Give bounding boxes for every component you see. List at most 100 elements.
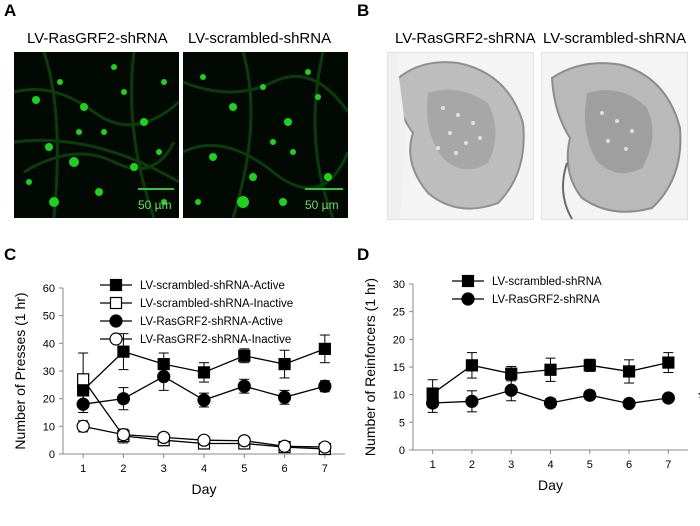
chart-c-data-point xyxy=(77,373,90,386)
chart-d-data-point xyxy=(662,356,675,369)
chart-c-data-point xyxy=(197,366,211,379)
chart-c-legend-entry: LV-RasGRF2-shRNA-Inactive xyxy=(100,332,291,346)
chart-d-x-axis-title: Day xyxy=(538,477,563,493)
chart-d-y-tick-label: 10 xyxy=(393,390,405,402)
chart-c-data-point xyxy=(157,369,171,384)
chart-d-data-point xyxy=(426,396,440,410)
chart-c-data-point xyxy=(197,433,211,447)
panel-label-c: C xyxy=(4,245,17,264)
panel-b-left-title: LV-RasGRF2-shRNA xyxy=(395,30,536,47)
chart-d-data-point xyxy=(583,359,596,372)
chart-c-x-tick-label: 6 xyxy=(282,463,288,475)
chart-c-data-point xyxy=(238,349,251,362)
scale-bar-left xyxy=(138,188,174,190)
chart-d-y-axis-title: Number of Reinforcers (1 hr) xyxy=(362,278,378,456)
chart-c-y-tick-label: 60 xyxy=(43,283,55,295)
chart-d-x-tick-label: 5 xyxy=(587,459,593,471)
chart-d-x-tick-label: 3 xyxy=(508,459,514,471)
chart-c-data-point xyxy=(318,379,332,393)
chart-d-y-tick-label: 20 xyxy=(393,334,405,346)
chart-c-data-point xyxy=(277,439,292,453)
panel-a-left-title: LV-RasGRF2-shRNA xyxy=(27,30,168,47)
chart-d-legend-label: LV-RasGRF2-shRNA xyxy=(492,294,600,306)
chart-c-y-tick-label: 40 xyxy=(43,338,55,350)
chart-c-legend-marker xyxy=(109,296,123,310)
chart-c-y-axis-title: Number of Presses (1 hr) xyxy=(12,292,28,449)
chart-d-x-tick-label: 6 xyxy=(626,459,632,471)
brain-slice-left-drawing xyxy=(388,53,525,219)
chart-c-presses: 0 10 20 30 40 50 60 1 2 3 4 5 6 7 Day Number of Presses… xyxy=(12,278,345,497)
chart-c-y-tick-label: 0 xyxy=(49,449,55,461)
chart-c-data-point xyxy=(237,434,251,448)
chart-d-data-point xyxy=(622,396,636,411)
panel-label-a: A xyxy=(4,1,17,20)
chart-c-legend-label: LV-RasGRF2-shRNA-Inactive xyxy=(140,334,291,346)
chart-d-legend-entry: LV-RasGRF2-shRNA xyxy=(452,292,600,306)
chart-d-data-point xyxy=(543,396,558,410)
chart-d-y-tick-label: 30 xyxy=(393,279,405,291)
chart-d-reinforcers: 0 5 10 15 20 25 30 1 2 3 4 5 6 7 Day Number of Reinforc… xyxy=(362,274,700,493)
chart-d-x-tick-label: 1 xyxy=(430,459,436,471)
chart-c-x-tick-label: 5 xyxy=(241,463,247,475)
scale-bar-right xyxy=(305,188,343,190)
scale-label-left: 50 µm xyxy=(138,198,172,212)
chart-c-y-tick-label: 30 xyxy=(43,366,55,378)
brain-slice-right-drawing xyxy=(550,62,682,219)
chart-c-data-point xyxy=(318,342,331,355)
brain-slice-rasgrf2-shrna xyxy=(387,52,534,220)
chart-c-data-point xyxy=(157,430,171,444)
chart-c-legend-entry: LV-RasGRF2-shRNA-Active xyxy=(100,314,283,328)
chart-d-data-point xyxy=(661,391,675,405)
chart-c-data-point xyxy=(197,393,211,407)
chart-c-series-3 xyxy=(76,419,332,454)
chart-d-x-tick-label: 2 xyxy=(469,459,475,471)
chart-c-x-tick-label: 1 xyxy=(80,463,86,475)
chart-c-data-point xyxy=(237,379,251,393)
chart-c-legend-entry: LV-scrambled-shRNA-Inactive xyxy=(100,296,293,310)
chart-c-legend-marker xyxy=(109,314,123,328)
chart-d-data-point xyxy=(544,363,557,376)
chart-c-y-tick-label: 50 xyxy=(43,311,55,323)
chart-d-series-1 xyxy=(426,379,675,413)
chart-c-data-point xyxy=(76,397,90,411)
chart-c-x-tick-label: 3 xyxy=(161,463,167,475)
chart-c-legend-label: LV-scrambled-shRNA-Active xyxy=(140,280,285,292)
chart-c-legend-marker xyxy=(109,332,123,346)
chart-d-y-tick-label: 0 xyxy=(399,445,405,457)
micrograph-rasgrf2-shrna: 50 µm xyxy=(14,52,179,218)
chart-d-x-tick-label: 7 xyxy=(665,459,671,471)
chart-d-data-point xyxy=(505,367,518,380)
chart-d-x-tick-label: 4 xyxy=(547,459,553,471)
panel-b-right-title: LV-scrambled-shRNA xyxy=(543,30,687,47)
chart-d-data-point xyxy=(465,359,479,372)
chart-d-data-point xyxy=(583,388,597,402)
chart-c-data-point xyxy=(117,345,130,358)
chart-c-x-tick-label: 2 xyxy=(120,463,126,475)
chart-c-legend-marker xyxy=(109,278,123,292)
micrograph-scrambled-cells xyxy=(183,52,348,218)
chart-d-significance-annotation: * xyxy=(698,388,700,410)
chart-c-legend-label: LV-RasGRF2-shRNA-Active xyxy=(140,316,283,328)
chart-c-x-tick-label: 4 xyxy=(201,463,207,475)
chart-c-y-tick-label: 10 xyxy=(43,421,55,433)
chart-d-legend-marker xyxy=(461,292,475,306)
chart-c-data-point xyxy=(318,440,332,454)
chart-c-x-tick-label: 7 xyxy=(322,463,328,475)
chart-c-data-point xyxy=(76,419,90,433)
chart-c-legend-label: LV-scrambled-shRNA-Inactive xyxy=(140,298,293,310)
chart-c-legend-entry: LV-scrambled-shRNA-Active xyxy=(100,278,285,292)
panel-label-b: B xyxy=(357,1,370,20)
chart-d-legend-label: LV-scrambled-shRNA xyxy=(492,276,602,288)
panel-label-d: D xyxy=(357,245,370,264)
panel-a-right-title: LV-scrambled-shRNA xyxy=(188,30,332,47)
chart-c-data-point xyxy=(278,357,291,371)
scale-label-right: 50 µm xyxy=(305,198,339,212)
chart-d-y-tick-label: 15 xyxy=(393,362,405,374)
chart-d-y-tick-label: 5 xyxy=(399,417,405,429)
micrograph-rasgrf2-cells xyxy=(14,52,179,218)
brain-slice-scrambled-shrna xyxy=(541,52,688,220)
chart-c-data-point xyxy=(116,428,131,442)
chart-d-legend-entry: LV-scrambled-shRNA xyxy=(452,274,602,288)
chart-c-y-tick-label: 20 xyxy=(43,394,55,406)
chart-d-data-point xyxy=(465,394,479,408)
